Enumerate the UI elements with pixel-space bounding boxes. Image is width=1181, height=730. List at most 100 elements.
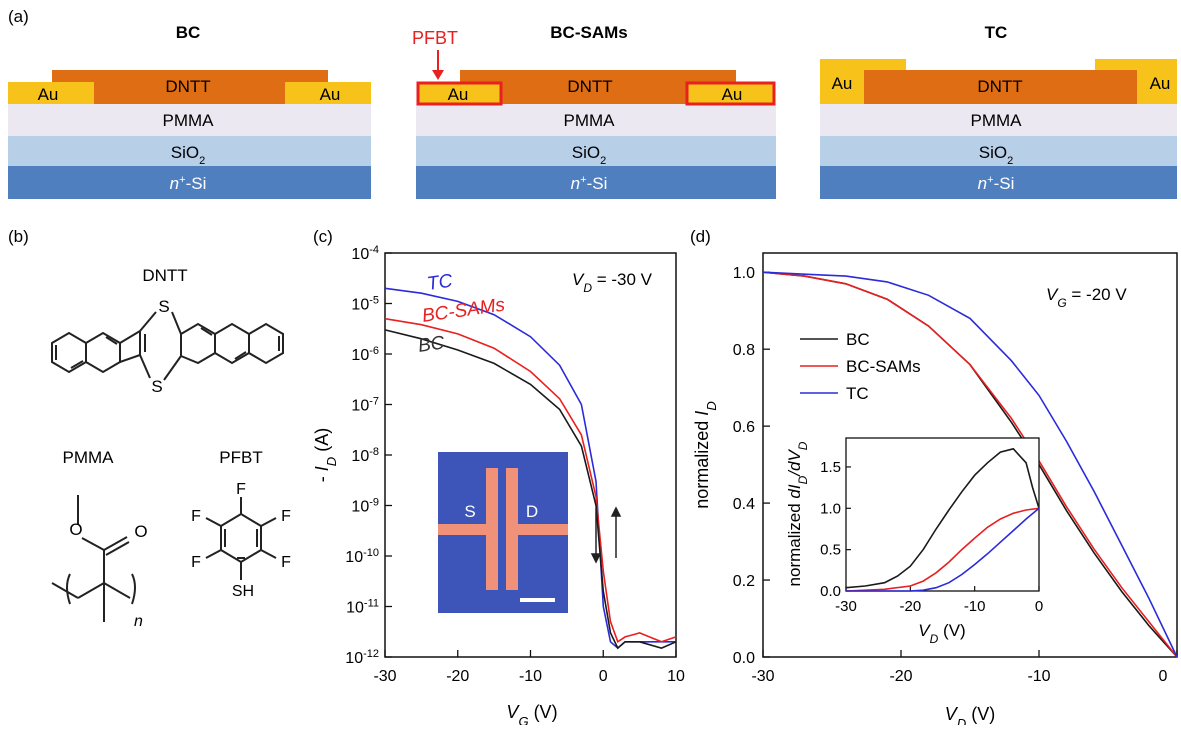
chart-d-xtick-label: 0 [1159, 668, 1168, 685]
chart-c-ytick-label: 10-12 [345, 648, 379, 667]
chart-c-ylabel: - ID (A) [312, 428, 339, 482]
layer-pmma-label: PMMA [564, 111, 616, 130]
chart-c-xtick-label: 0 [599, 668, 608, 685]
chart-d-inset: -30 -20 -10 0 0.0 0.5 1.0 1.5 normalized dID/dV… [785, 437, 1043, 646]
chart-c-ticklabels: -30 -20 -10 0 10 10-4 10-5 10-6 10-7 10-8 10-9 10-1… [345, 244, 685, 685]
dntt-structure [51, 311, 284, 381]
panel-d-label: (d) [690, 227, 711, 246]
pfbt-fluorine-top: F [236, 481, 246, 498]
pmma-structure [51, 495, 136, 622]
device-bc-sams: BC-SAMs PFBT n+-Si SiO2 PMMA DNTT Au Au [412, 23, 776, 199]
chart-c-series-bc [384, 329, 677, 650]
chart-d-inset-series-tc [846, 507, 1040, 592]
chart-d-legend: BC BC-SAMs TC [800, 330, 921, 403]
pfbt-structure [205, 497, 277, 580]
layer-sio2 [416, 136, 776, 166]
layer-si [820, 166, 1177, 199]
chart-d-inset-series-bc-sams [845, 507, 1040, 592]
electrode-left-label: Au [38, 85, 59, 104]
electrode-right-label: Au [1150, 74, 1171, 93]
scale-bar [520, 598, 555, 602]
layer-si-label: n+-Si [170, 174, 207, 193]
source-label: S [464, 502, 475, 521]
layer-dntt-label: DNTT [567, 77, 612, 96]
layer-sio2-label: SiO2 [572, 143, 606, 167]
chart-d-xtick-label: -20 [889, 668, 912, 685]
chart-d-inset-ytick-label: 0.0 [820, 583, 841, 600]
pfbt-fluorine-upper-right: F [281, 508, 291, 525]
chart-d-ytick-label: 0.2 [733, 573, 755, 590]
dntt-sulfur-top: S [158, 297, 169, 316]
chart-d-ytick-label: 0.0 [733, 650, 755, 667]
chart-d-inset-ytick-label: 1.5 [820, 459, 841, 476]
chart-d-inset-xtick-label: -10 [964, 598, 986, 615]
chart-d-xtick-label: -10 [1027, 668, 1050, 685]
chart-c-label-tc: TC [426, 271, 454, 295]
chart-d-inset-ytick-label: 1.0 [820, 500, 841, 517]
dntt-molecule-label: DNTT [142, 266, 187, 285]
chart-d-ytick-label: 0.6 [733, 419, 755, 436]
layer-dntt [864, 70, 1137, 104]
chart-d-ytick-label: 0.8 [733, 342, 755, 359]
legend-label-bc-sams: BC-SAMs [846, 357, 921, 376]
layer-sio2-label: SiO2 [171, 143, 205, 167]
pfbt-fluorine-lower-right: F [281, 554, 291, 571]
chart-d-inset-xlabel: VD (V) [918, 621, 965, 646]
panel-b-label: (b) [8, 227, 29, 246]
chart-d-inset-xtick-label: 0 [1035, 598, 1043, 615]
layer-si [416, 166, 776, 199]
chart-c-label-bc-sams: BC-SAMs [421, 294, 507, 326]
pmma-molecule-label: PMMA [63, 448, 115, 467]
chart-d-inset-frame [845, 437, 1040, 592]
panel-c-label: (c) [313, 227, 333, 246]
chart-c-ytick-label: 10-4 [351, 244, 379, 263]
device-bc: BC n+-Si SiO2 PMMA DNTT Au Au [8, 23, 371, 199]
sweep-arrows [590, 506, 622, 564]
chart-c-xtick-label: 10 [667, 668, 685, 685]
legend-label-bc: BC [846, 330, 870, 349]
layer-si-label: n+-Si [978, 174, 1015, 193]
electrode-left-label: Au [832, 74, 853, 93]
pmma-repeat-n: n [134, 613, 143, 630]
electrode-left [8, 82, 94, 104]
electrode-left [416, 81, 503, 106]
device-bc-title: BC [176, 23, 201, 42]
electrode-right [285, 82, 371, 104]
dntt-sulfur-bottom: S [151, 377, 162, 396]
chart-c-vd-annotation: VD = -30 V [572, 270, 653, 295]
pmma-oxygen-carbonyl: O [134, 522, 147, 541]
pfbt-molecule-label: PFBT [219, 448, 262, 467]
chart-c-xlabel: VG (V) [506, 702, 557, 725]
layer-dntt-label: DNTT [977, 77, 1022, 96]
pfbt-thiol: SH [232, 583, 254, 600]
chart-d-xtick-label: -30 [751, 668, 774, 685]
chart-c-ytick-label: 10-7 [351, 396, 379, 415]
layer-sio2 [820, 136, 1177, 166]
electrode-right-label: Au [722, 85, 743, 104]
electrode-left-label: Au [448, 85, 469, 104]
layer-pmma-label: PMMA [163, 111, 215, 130]
chart-c-ytick-label: 10-10 [345, 547, 379, 566]
chart-c-ytick-label: 10-5 [351, 295, 379, 314]
chart-c-label-bc: BC [417, 332, 446, 357]
pfbt-annotation: PFBT [412, 28, 458, 48]
chart-c-xtick-label: -20 [446, 668, 469, 685]
layer-dntt-label: DNTT [165, 77, 210, 96]
device-tc-title: TC [985, 23, 1008, 42]
layer-si-label: n+-Si [571, 174, 608, 193]
chart-d-inset-xtick-label: -20 [899, 598, 921, 615]
device-tc: TC n+-Si SiO2 PMMA Au Au DNTT [820, 23, 1177, 199]
chart-c-lines [384, 287, 677, 650]
chart-d-vg-annotation: VG = -20 V [1046, 285, 1127, 310]
chart-d-frame [762, 252, 1178, 658]
chart-d-ytick-label: 1.0 [733, 265, 755, 282]
chart-d-inset-series-bc [845, 447, 1040, 589]
chart-c: -30 -20 -10 0 10 10-4 10-5 10-6 10-7 10-8 10-9 10-1… [312, 244, 685, 729]
device-micrograph-inset: S D [438, 452, 568, 613]
chart-d-ylabel: normalized ID [692, 401, 719, 508]
layer-pmma [820, 104, 1177, 136]
chart-c-series-bc-sams [384, 317, 677, 644]
source-pad-line [438, 524, 492, 535]
chart-c-xtick-label: -10 [519, 668, 542, 685]
